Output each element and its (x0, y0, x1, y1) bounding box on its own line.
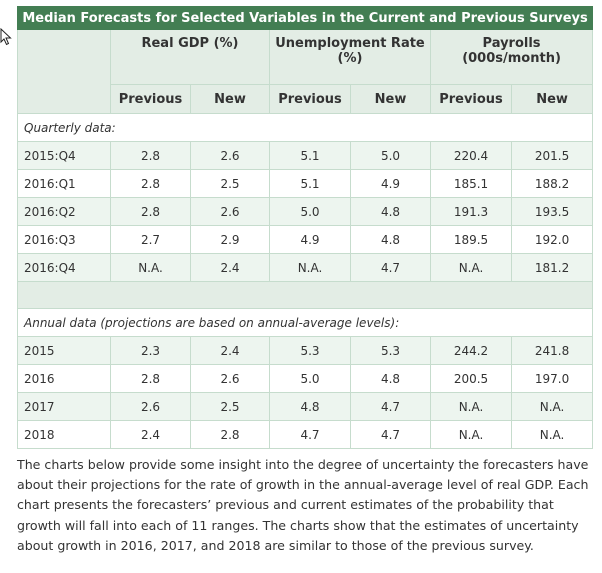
cell-value: 192.0 (510, 225, 594, 254)
cell-value: 241.8 (510, 336, 594, 365)
cell-value: N.A. (510, 392, 594, 421)
cell-value: 4.9 (350, 169, 431, 198)
cell-value: 5.3 (350, 336, 431, 365)
subheader-previous: Previous (110, 84, 191, 114)
cell-value: 2.8 (110, 197, 191, 226)
table-row: 2015 2.3 2.4 5.3 5.3 244.2 241.8 (17, 336, 594, 365)
cell-value: N.A. (430, 253, 512, 282)
cell-value: 193.5 (510, 197, 594, 226)
subheader-new: New (190, 84, 270, 114)
row-label: 2016:Q3 (17, 225, 111, 254)
table-row: 2016 2.8 2.6 5.0 4.8 200.5 197.0 (17, 364, 594, 393)
cell-value: 4.8 (350, 364, 431, 393)
cell-value: 244.2 (430, 336, 512, 365)
cell-value: 2.5 (190, 392, 270, 421)
cell-value: 189.5 (430, 225, 512, 254)
subheader-previous: Previous (430, 84, 512, 114)
cell-value: 181.2 (510, 253, 594, 282)
table-row: 2015:Q4 2.8 2.6 5.1 5.0 220.4 201.5 (17, 141, 594, 170)
cell-value: 5.0 (269, 364, 351, 393)
table-row: 2016:Q1 2.8 2.5 5.1 4.9 185.1 188.2 (17, 169, 594, 198)
row-label: 2016:Q2 (17, 197, 111, 226)
group-header-unemployment: Unemployment Rate (%) (269, 29, 431, 85)
cell-value: 4.8 (269, 392, 351, 421)
cell-value: 220.4 (430, 141, 512, 170)
cell-value: N.A. (430, 392, 512, 421)
section-label-quarterly: Quarterly data: (16, 113, 594, 142)
cell-value: 2.4 (190, 253, 270, 282)
cell-value: 2.4 (110, 420, 191, 449)
cell-value: 191.3 (430, 197, 512, 226)
cell-value: 5.3 (269, 336, 351, 365)
corner-cell (17, 29, 111, 114)
cell-value: 2.8 (110, 141, 191, 170)
cell-value: 2.8 (110, 364, 191, 393)
row-label: 2018 (17, 420, 111, 449)
description-paragraph: The charts below provide some insight in… (17, 457, 589, 553)
cell-value: 200.5 (430, 364, 512, 393)
subheader-previous: Previous (269, 84, 351, 114)
table-body: Quarterly data: 2015:Q4 2.8 2.6 5.1 5.0 … (16, 113, 594, 449)
cell-value: 4.8 (350, 225, 431, 254)
subheader-new: New (350, 84, 431, 114)
mouse-pointer-icon (0, 28, 12, 46)
cell-value: 4.7 (269, 420, 351, 449)
group-header-real-gdp: Real GDP (%) (110, 29, 270, 85)
table-row: 2016:Q4 N.A. 2.4 N.A. 4.7 N.A. 181.2 (17, 253, 594, 282)
cell-value: 2.7 (110, 225, 191, 254)
cell-value: 5.1 (269, 169, 351, 198)
table-row: 2017 2.6 2.5 4.8 4.7 N.A. N.A. (17, 392, 594, 421)
cell-value: 2.4 (190, 336, 270, 365)
table-title: Median Forecasts for Selected Variables … (16, 6, 594, 30)
cell-value: 2.6 (190, 364, 270, 393)
cell-value: N.A. (110, 253, 191, 282)
row-label: 2017 (17, 392, 111, 421)
median-forecasts-table: Median Forecasts for Selected Variables … (16, 6, 594, 449)
cell-value: 4.8 (350, 197, 431, 226)
cell-value: 4.9 (269, 225, 351, 254)
row-label: 2016:Q1 (17, 169, 111, 198)
cell-value: 5.0 (350, 141, 431, 170)
row-label: 2016 (17, 364, 111, 393)
row-label: 2016:Q4 (17, 253, 111, 282)
cell-value: 2.5 (190, 169, 270, 198)
table-row: 2018 2.4 2.8 4.7 4.7 N.A. N.A. (17, 420, 594, 449)
spacer-cell (16, 281, 594, 309)
cell-value: 2.6 (110, 392, 191, 421)
cell-value: 2.6 (190, 197, 270, 226)
subheader-new: New (510, 84, 594, 114)
table-row: 2016:Q3 2.7 2.9 4.9 4.8 189.5 192.0 (17, 225, 594, 254)
group-header-payrolls: Payrolls (000s/month) (429, 29, 594, 85)
cell-value: 2.3 (110, 336, 191, 365)
cell-value: 4.7 (350, 253, 431, 282)
cell-value: N.A. (269, 253, 351, 282)
cell-value: 2.8 (190, 420, 270, 449)
cell-value: 5.0 (269, 197, 351, 226)
cell-value: 4.7 (350, 392, 431, 421)
cell-value: 188.2 (510, 169, 594, 198)
cell-value: 2.9 (190, 225, 270, 254)
cell-value: N.A. (430, 420, 512, 449)
row-label: 2015:Q4 (17, 141, 111, 170)
row-label: 2015 (17, 336, 111, 365)
spacer-row (16, 281, 594, 309)
cell-value: 185.1 (430, 169, 512, 198)
cell-value: 5.1 (269, 141, 351, 170)
cell-value: N.A. (510, 420, 594, 449)
forecast-table-container: Median Forecasts for Selected Variables … (16, 6, 594, 449)
cell-value: 197.0 (510, 364, 594, 393)
cell-value: 2.6 (190, 141, 270, 170)
cell-value: 4.7 (350, 420, 431, 449)
table-row: 2016:Q2 2.8 2.6 5.0 4.8 191.3 193.5 (17, 197, 594, 226)
cell-value: 201.5 (510, 141, 594, 170)
cell-value: 2.8 (110, 169, 191, 198)
section-label-annual: Annual data (projections are based on an… (16, 308, 594, 337)
